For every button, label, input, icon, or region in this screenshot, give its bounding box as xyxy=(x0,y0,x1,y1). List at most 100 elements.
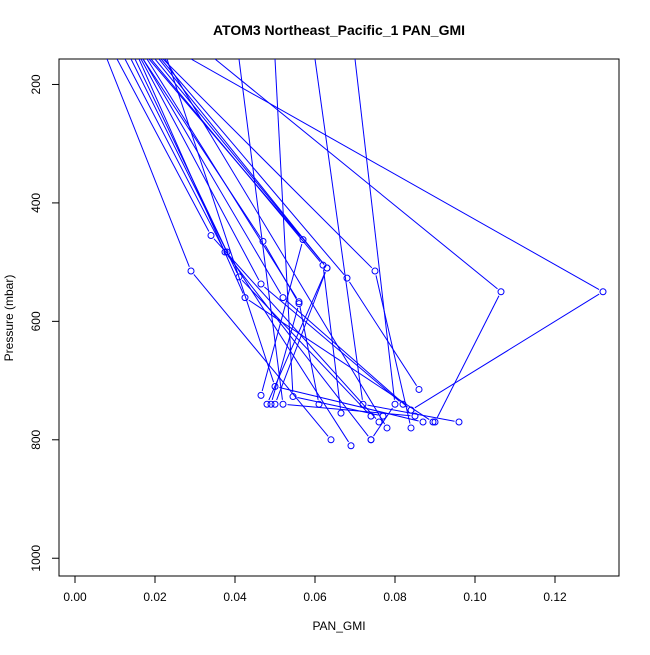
data-point xyxy=(221,248,229,256)
data-point xyxy=(347,442,355,450)
series-19 xyxy=(214,59,505,426)
series-18 xyxy=(166,59,427,426)
data-point xyxy=(599,288,607,296)
series-segment xyxy=(264,286,400,402)
series-segment xyxy=(367,404,455,422)
data-point xyxy=(497,288,505,296)
series-segment xyxy=(349,281,417,386)
data-point xyxy=(323,264,331,272)
series-segment xyxy=(375,275,411,424)
x-tick-label: 0.08 xyxy=(383,590,407,604)
data-point xyxy=(455,418,463,426)
series-16 xyxy=(162,59,415,432)
series-22 xyxy=(274,59,387,420)
series-segment xyxy=(354,59,395,400)
series-segment xyxy=(297,397,379,416)
series-segment xyxy=(271,307,299,401)
data-point xyxy=(367,436,375,444)
series-segment xyxy=(154,59,325,265)
data-point xyxy=(207,231,215,239)
x-tick-label: 0.10 xyxy=(463,590,487,604)
series-segment xyxy=(106,59,190,268)
x-tick-label: 0.12 xyxy=(543,590,567,604)
data-point xyxy=(187,267,195,275)
series-segment xyxy=(190,59,600,290)
x-tick-label: 0.00 xyxy=(63,590,87,604)
data-point xyxy=(383,424,391,432)
series-segment xyxy=(146,59,298,299)
series-1 xyxy=(106,59,335,444)
y-tick-label: 800 xyxy=(29,429,43,449)
y-tick-label: 600 xyxy=(29,311,43,331)
data-point xyxy=(359,400,367,408)
plot-area xyxy=(106,59,607,450)
series-24 xyxy=(354,59,399,444)
data-point xyxy=(257,280,265,288)
series-17 xyxy=(164,59,391,432)
data-point xyxy=(295,298,303,306)
series-segment xyxy=(286,300,408,408)
series-21 xyxy=(238,59,419,420)
series-segment xyxy=(414,293,600,409)
series-segment xyxy=(314,59,363,400)
data-point xyxy=(391,400,399,408)
data-point xyxy=(327,436,335,444)
data-point xyxy=(279,294,287,302)
y-tick-label: 200 xyxy=(29,74,43,94)
x-tick-label: 0.06 xyxy=(303,590,327,604)
series-segment xyxy=(140,59,260,281)
series-segment xyxy=(193,274,329,437)
series-segment xyxy=(124,59,224,249)
series-segment xyxy=(142,59,282,295)
series-segment xyxy=(150,59,321,262)
series-segment xyxy=(323,269,341,409)
series-segment xyxy=(229,255,349,443)
series-segment xyxy=(213,238,377,420)
data-point xyxy=(415,385,423,393)
series-14 xyxy=(158,59,331,408)
data-point xyxy=(379,412,387,420)
x-tick-label: 0.02 xyxy=(143,590,167,604)
series-23 xyxy=(314,59,463,426)
series-segment xyxy=(138,59,244,294)
data-point xyxy=(431,418,439,426)
data-point xyxy=(223,248,231,256)
series-segment xyxy=(268,271,326,401)
data-point xyxy=(343,274,351,282)
series-segment xyxy=(162,59,373,269)
y-tick-label: 400 xyxy=(29,193,43,213)
chart-title: ATOM3 Northeast_Pacific_1 PAN_GMI xyxy=(213,22,465,38)
data-point xyxy=(271,382,279,390)
y-axis-label: Pressure (mbar) xyxy=(2,275,16,362)
series-segment xyxy=(166,59,275,383)
y-axis: 200 400 600 800 1000 xyxy=(29,74,60,572)
data-point xyxy=(375,418,383,426)
series-segment xyxy=(373,407,393,437)
x-axis-label: PAN_GMI xyxy=(312,619,365,633)
data-point xyxy=(337,409,345,417)
data-point xyxy=(267,400,275,408)
series-2 xyxy=(116,59,383,426)
series-12 xyxy=(150,59,345,417)
series-segment xyxy=(227,255,369,437)
series-segment xyxy=(276,272,326,401)
data-point xyxy=(263,400,271,408)
series-segment xyxy=(436,295,500,419)
series-segment xyxy=(274,59,294,393)
series-segment xyxy=(214,59,498,290)
series-segment xyxy=(241,279,369,414)
series-segment xyxy=(116,59,210,232)
data-point xyxy=(429,418,437,426)
data-point xyxy=(257,391,265,399)
series-segment xyxy=(164,59,386,425)
series-group xyxy=(106,59,607,450)
series-segment xyxy=(158,59,325,265)
data-point xyxy=(419,418,427,426)
data-point xyxy=(279,400,287,408)
data-point xyxy=(289,393,297,401)
series-segment xyxy=(279,387,419,422)
y-tick-label: 1000 xyxy=(29,545,43,572)
data-point xyxy=(407,424,415,432)
